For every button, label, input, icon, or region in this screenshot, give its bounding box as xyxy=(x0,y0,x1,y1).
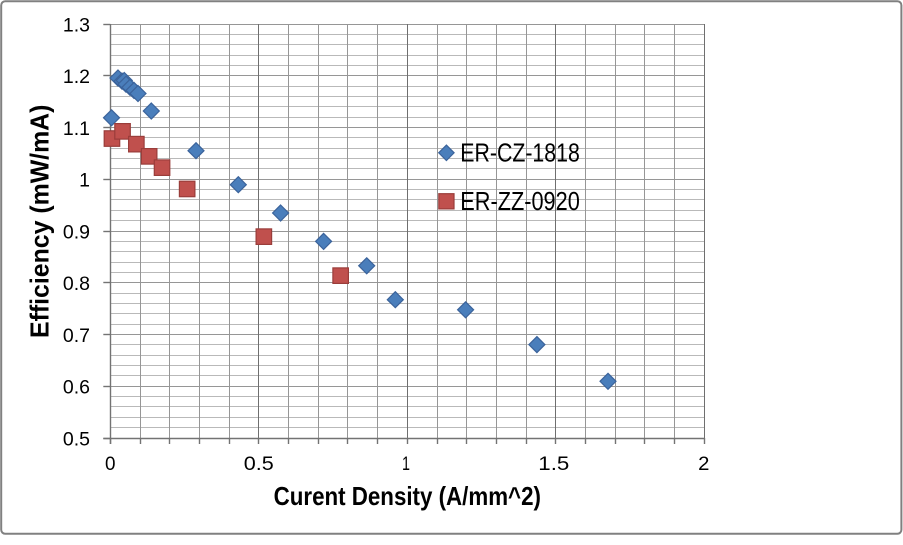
svg-text:Efficiency (mW/mA): Efficiency (mW/mA) xyxy=(25,105,55,338)
svg-text:0.9: 0.9 xyxy=(63,221,90,243)
svg-text:1.5: 1.5 xyxy=(538,453,569,475)
svg-text:0.7: 0.7 xyxy=(63,325,90,347)
svg-text:1.1: 1.1 xyxy=(63,118,90,140)
svg-text:1: 1 xyxy=(402,453,410,475)
svg-text:2: 2 xyxy=(698,453,709,475)
svg-text:ER-ZZ-0920: ER-ZZ-0920 xyxy=(460,188,580,216)
svg-text:0.8: 0.8 xyxy=(63,273,90,295)
svg-text:ER-CZ-1818: ER-CZ-1818 xyxy=(460,139,580,167)
svg-text:1.3: 1.3 xyxy=(63,14,90,36)
svg-text:0.6: 0.6 xyxy=(63,377,90,399)
svg-text:1.2: 1.2 xyxy=(63,66,90,88)
svg-text:0.5: 0.5 xyxy=(63,428,90,450)
svg-text:1: 1 xyxy=(79,170,90,192)
svg-text:0: 0 xyxy=(105,453,116,475)
svg-text:Curent Density (A/mm^2): Curent Density (A/mm^2) xyxy=(274,481,541,511)
svg-text:0.5: 0.5 xyxy=(244,453,274,475)
